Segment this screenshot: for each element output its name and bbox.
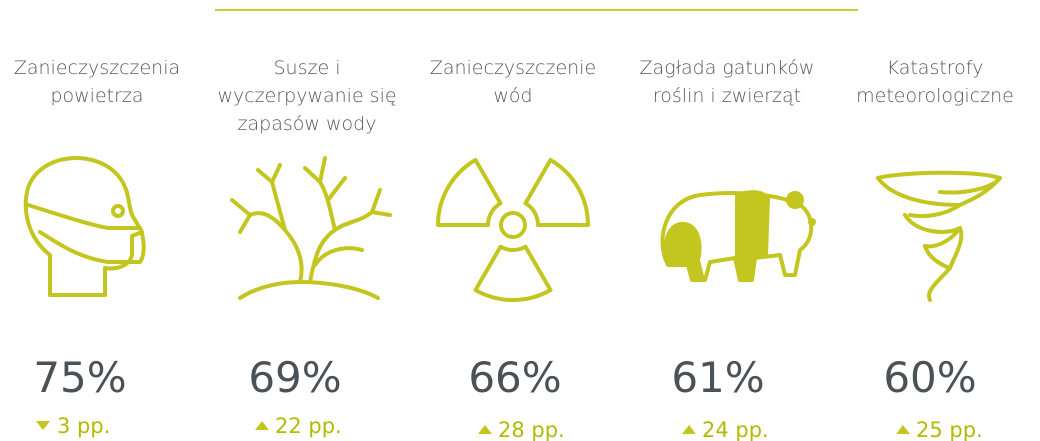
percent: 66%: [468, 353, 561, 402]
label: meteorologiczne: [856, 85, 1014, 107]
change: 22 pp.: [275, 414, 342, 438]
percent: 75%: [33, 353, 126, 402]
arrow-up: [682, 425, 696, 434]
icon-mask: [23, 156, 146, 297]
label: powietrza: [50, 85, 143, 107]
icon-tree: [230, 156, 392, 300]
percent: 60%: [883, 353, 976, 402]
icon-tornado: [876, 170, 1002, 302]
change: 28 pp.: [498, 418, 565, 441]
arrow-up: [896, 425, 910, 434]
label: Zagłada gatunków: [640, 57, 815, 79]
item: Zanieczyszczenie wód 66% 28 pp.: [430, 57, 596, 441]
label: Zanieczyszczenia: [14, 57, 180, 79]
item: Zanieczyszczenia powietrza 75% 3 pp.: [14, 57, 180, 438]
item: Susze i wyczerpywanie się zapasów wody 6…: [217, 57, 396, 438]
label: Zanieczyszczenie: [430, 57, 596, 79]
label: zapasów wody: [238, 113, 377, 135]
item: Zagłada gatunków roślin i zwierząt 61% 2…: [640, 57, 816, 441]
label: wód: [493, 85, 532, 107]
label: Susze i: [274, 57, 341, 79]
item: Katastrofy meteorologiczne 60% 25 pp.: [856, 57, 1014, 441]
arrow-down: [36, 421, 50, 430]
change: 25 pp.: [916, 418, 983, 441]
label: Katastrofy: [887, 57, 984, 79]
percent: 61%: [671, 353, 764, 402]
icon-radiation: [435, 158, 591, 302]
label: roślin i zwierząt: [653, 85, 801, 107]
percent: 69%: [248, 353, 341, 402]
icon-panda: [660, 190, 816, 282]
arrow-up: [478, 425, 492, 434]
change: 3 pp.: [57, 414, 110, 438]
label: wyczerpywanie się: [217, 85, 396, 107]
change: 24 pp.: [702, 418, 769, 441]
arrow-up: [255, 421, 269, 430]
